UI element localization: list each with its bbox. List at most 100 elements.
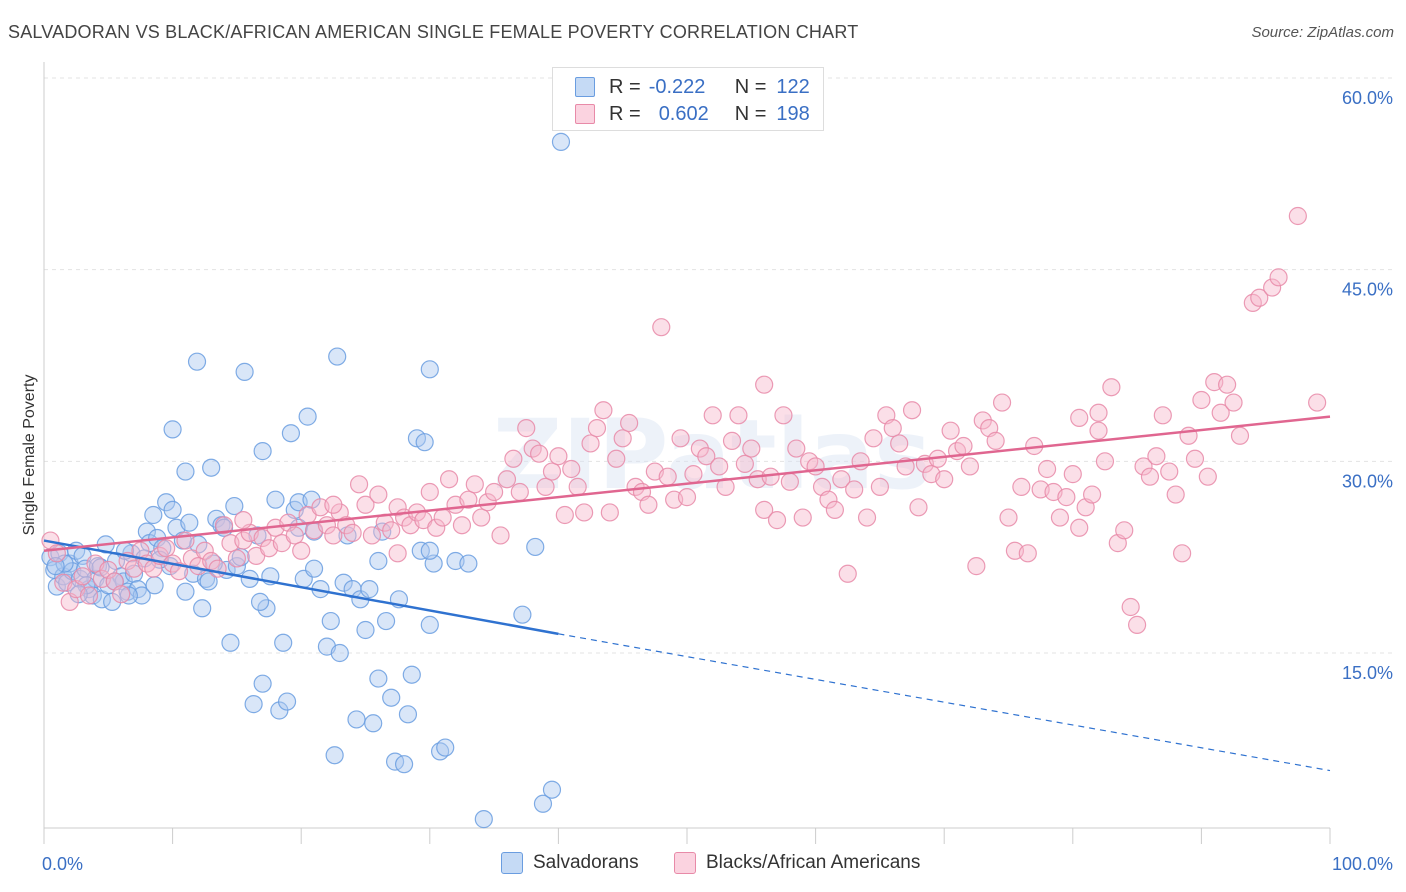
salvadoran-point bbox=[235, 362, 254, 381]
black-african-american-point bbox=[343, 523, 362, 542]
black-african-american-point bbox=[369, 485, 388, 504]
black-african-american-point bbox=[600, 503, 619, 522]
bottom-legend-label: Salvadorans bbox=[533, 852, 639, 873]
black-african-american-point bbox=[954, 436, 973, 456]
black-african-american-point bbox=[465, 475, 484, 494]
black-african-american-point bbox=[716, 477, 735, 496]
legend-r-value: -0.222 bbox=[648, 75, 706, 98]
black-african-american-point bbox=[909, 498, 928, 517]
black-african-american-point bbox=[870, 477, 890, 496]
black-african-american-point bbox=[234, 511, 253, 530]
salvadoran-point bbox=[369, 551, 388, 571]
black-african-american-point bbox=[697, 447, 716, 466]
salvadoran-point bbox=[274, 633, 293, 652]
salvadoran-point bbox=[221, 633, 240, 652]
black-african-american-point bbox=[452, 516, 472, 535]
black-african-american-point bbox=[1050, 508, 1070, 527]
chart-title: SALVADORAN VS BLACK/AFRICAN AMERICAN SIN… bbox=[8, 22, 859, 42]
salvadoran-point bbox=[199, 572, 218, 591]
salvadoran-point bbox=[144, 505, 163, 525]
black-african-american-point bbox=[607, 449, 626, 468]
black-african-american-point bbox=[1185, 449, 1205, 468]
black-african-american-point bbox=[1224, 393, 1243, 412]
bottom-legend-blacks: Blacks/African Americans bbox=[674, 852, 920, 874]
black-african-american-point bbox=[491, 526, 510, 545]
salvadoran-point bbox=[328, 347, 347, 366]
salvadoran-point bbox=[369, 669, 388, 688]
black-african-american-point bbox=[1082, 485, 1102, 504]
black-african-american-point bbox=[555, 505, 574, 525]
salvadoran-point bbox=[281, 424, 301, 443]
salvadoran-point bbox=[542, 780, 562, 799]
salvadoran-trend-extension bbox=[558, 633, 1331, 772]
black-african-american-point bbox=[1037, 459, 1057, 479]
black-african-american-point bbox=[99, 560, 118, 580]
black-african-american-point bbox=[825, 500, 844, 519]
black-african-american-point bbox=[658, 467, 677, 486]
black-african-american-point bbox=[1070, 518, 1089, 537]
black-african-american-point bbox=[1095, 452, 1115, 471]
black-african-american-point bbox=[883, 419, 902, 438]
black-african-american-point bbox=[832, 470, 851, 489]
black-african-american-point bbox=[356, 495, 375, 514]
black-african-american-point bbox=[710, 457, 729, 476]
salvadoran-point bbox=[364, 714, 383, 733]
tick-labels: 15.0% 30.0% 45.0% 60.0% 0.0% 100.0% bbox=[42, 88, 1393, 874]
salvadoran-point bbox=[202, 458, 221, 477]
watermark-text: ZIPatlas bbox=[493, 399, 932, 511]
legend-r-label: R = bbox=[609, 102, 641, 125]
salvadoran-point bbox=[298, 407, 317, 426]
black-african-american-point bbox=[549, 447, 568, 466]
black-african-american-point bbox=[1211, 403, 1230, 422]
salvadoran-point bbox=[347, 710, 366, 729]
black-african-american-point bbox=[485, 482, 504, 502]
salvadoran-point bbox=[266, 490, 285, 509]
black-african-american-point bbox=[1140, 467, 1160, 486]
black-african-american-point bbox=[1160, 462, 1179, 481]
trend-lines bbox=[43, 415, 1331, 772]
salvadoran-point bbox=[176, 582, 195, 601]
salvadoran-point bbox=[398, 705, 418, 724]
black-african-american-point bbox=[677, 488, 697, 507]
black-african-american-point bbox=[1057, 488, 1076, 507]
black-trend-line bbox=[43, 415, 1331, 553]
salvadoran-point bbox=[187, 352, 207, 371]
bottom-swatch-blue bbox=[501, 852, 523, 874]
black-african-american-point bbox=[1173, 544, 1192, 563]
black-african-american-point bbox=[864, 429, 883, 448]
black-african-american-point bbox=[1308, 393, 1327, 412]
black-african-american-point bbox=[227, 549, 246, 568]
salvadoran-point bbox=[145, 576, 164, 595]
salvadoran-point bbox=[513, 605, 532, 624]
black-african-american-point bbox=[587, 419, 607, 438]
black-african-american-point bbox=[671, 429, 690, 448]
black-african-american-point bbox=[324, 526, 343, 545]
salvadoran-point bbox=[533, 794, 553, 813]
salvadoran-point bbox=[526, 537, 545, 557]
black-african-american-point bbox=[1102, 378, 1121, 397]
salvadoran-trend-line bbox=[43, 539, 559, 636]
black-african-american-point bbox=[285, 526, 304, 545]
salvadoran-point bbox=[132, 586, 151, 605]
black-african-american-point bbox=[292, 541, 311, 560]
black-african-american-point bbox=[517, 419, 536, 438]
black-african-american-point bbox=[349, 475, 369, 494]
salvadoran-point bbox=[163, 420, 182, 439]
black-african-american-point bbox=[214, 516, 234, 535]
y-tick-label: 45.0% bbox=[1342, 280, 1393, 300]
salvadoran-point bbox=[334, 573, 353, 592]
salvadoran-point bbox=[356, 620, 375, 640]
black-african-american-point bbox=[478, 493, 497, 512]
y-tick-label: 60.0% bbox=[1342, 88, 1393, 108]
black-african-american-point bbox=[960, 457, 980, 476]
y-tick-label: 30.0% bbox=[1342, 471, 1393, 491]
salvadoran-point bbox=[474, 810, 493, 829]
black-african-american-point bbox=[324, 495, 343, 514]
black-african-american-point bbox=[510, 482, 529, 502]
salvadoran-point bbox=[253, 442, 272, 461]
legend-n-label: N = bbox=[734, 102, 767, 125]
black-african-american-point bbox=[112, 585, 131, 604]
black-african-american-point bbox=[1250, 288, 1269, 307]
salvadoran-point bbox=[244, 695, 263, 714]
black-african-american-point bbox=[890, 434, 909, 453]
